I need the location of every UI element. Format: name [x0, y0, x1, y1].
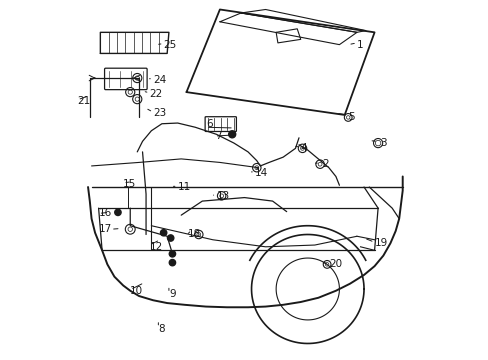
Circle shape [228, 131, 235, 138]
Circle shape [160, 230, 166, 236]
Text: 24: 24 [153, 75, 166, 85]
Text: 4: 4 [300, 143, 307, 153]
Text: 6: 6 [205, 119, 212, 129]
Circle shape [169, 251, 175, 257]
Text: 14: 14 [255, 168, 268, 178]
Circle shape [115, 209, 121, 216]
FancyBboxPatch shape [104, 68, 147, 90]
Text: 15: 15 [123, 179, 136, 189]
Text: 1: 1 [356, 40, 363, 50]
Text: 23: 23 [153, 108, 166, 118]
Text: 9: 9 [168, 289, 175, 299]
Text: 12: 12 [149, 242, 163, 252]
Text: 10: 10 [130, 286, 143, 296]
Text: 20: 20 [328, 259, 341, 269]
Text: 5: 5 [347, 112, 354, 122]
Text: 8: 8 [158, 324, 164, 334]
Text: 19: 19 [374, 238, 387, 248]
Text: 2: 2 [321, 159, 328, 169]
Circle shape [169, 260, 175, 266]
Text: 18: 18 [188, 229, 201, 239]
Text: 13: 13 [216, 191, 229, 201]
Text: 17: 17 [99, 224, 112, 234]
Text: 3: 3 [379, 138, 386, 148]
Text: 16: 16 [99, 208, 112, 219]
Text: 21: 21 [77, 96, 91, 106]
Circle shape [167, 235, 173, 241]
Text: 25: 25 [163, 40, 177, 50]
Text: 22: 22 [149, 89, 163, 99]
FancyBboxPatch shape [204, 117, 236, 131]
Text: 11: 11 [177, 182, 190, 192]
Text: 7: 7 [214, 131, 221, 141]
